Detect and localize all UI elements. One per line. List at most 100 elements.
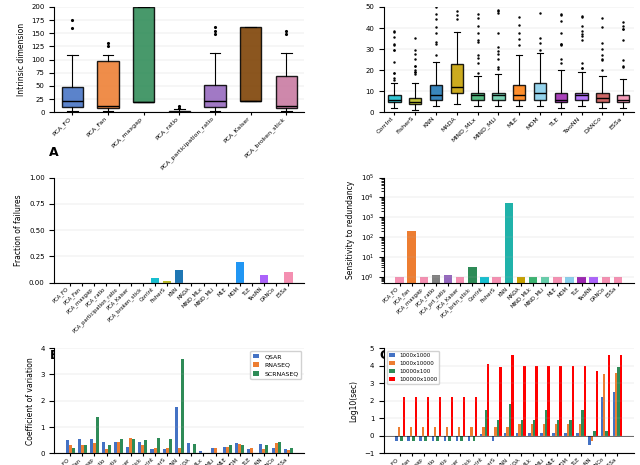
- Bar: [284, 449, 287, 453]
- Bar: [516, 277, 525, 465]
- Bar: [223, 447, 226, 453]
- Bar: [518, 424, 521, 436]
- PathPatch shape: [240, 27, 261, 101]
- Bar: [68, 445, 72, 453]
- Bar: [145, 440, 147, 453]
- Bar: [410, 427, 412, 436]
- Bar: [132, 439, 135, 453]
- Bar: [449, 436, 451, 441]
- PathPatch shape: [513, 85, 525, 100]
- Bar: [259, 444, 262, 453]
- Bar: [241, 445, 244, 453]
- Bar: [278, 442, 280, 453]
- Bar: [129, 438, 132, 453]
- Bar: [603, 374, 605, 436]
- Bar: [166, 448, 168, 453]
- Bar: [605, 431, 608, 436]
- Bar: [531, 424, 533, 436]
- PathPatch shape: [451, 64, 463, 93]
- Bar: [506, 427, 509, 436]
- Bar: [427, 397, 429, 436]
- Bar: [463, 397, 465, 436]
- Bar: [439, 397, 441, 436]
- Bar: [577, 277, 586, 465]
- Bar: [81, 445, 84, 453]
- Bar: [266, 445, 269, 453]
- Bar: [535, 365, 538, 436]
- PathPatch shape: [554, 93, 567, 102]
- Bar: [600, 397, 603, 436]
- Bar: [552, 433, 555, 436]
- Bar: [229, 445, 232, 453]
- Bar: [612, 392, 615, 436]
- PathPatch shape: [409, 98, 421, 104]
- Bar: [163, 450, 166, 453]
- Bar: [108, 445, 111, 453]
- Bar: [290, 448, 292, 453]
- PathPatch shape: [471, 93, 484, 100]
- Bar: [396, 277, 404, 465]
- Bar: [180, 359, 184, 453]
- Bar: [193, 444, 196, 453]
- Bar: [408, 436, 410, 441]
- PathPatch shape: [388, 95, 401, 102]
- Bar: [499, 367, 502, 436]
- Bar: [250, 448, 253, 453]
- Bar: [492, 436, 494, 441]
- Legend: QSAR, RNASEQ, SCRNASEQ: QSAR, RNASEQ, SCRNASEQ: [250, 351, 301, 379]
- Bar: [581, 410, 584, 436]
- Bar: [543, 424, 545, 436]
- Bar: [547, 365, 550, 436]
- Bar: [126, 447, 129, 453]
- Bar: [579, 424, 581, 436]
- Bar: [497, 420, 499, 436]
- PathPatch shape: [168, 111, 190, 112]
- Bar: [93, 443, 96, 453]
- Bar: [540, 433, 543, 436]
- PathPatch shape: [97, 60, 118, 108]
- Bar: [178, 448, 180, 453]
- Bar: [275, 443, 278, 453]
- Bar: [553, 277, 561, 465]
- Text: C: C: [379, 349, 388, 362]
- PathPatch shape: [534, 83, 546, 100]
- Y-axis label: Fraction of failures: Fraction of failures: [14, 194, 24, 266]
- Text: B: B: [49, 349, 59, 362]
- Bar: [163, 281, 172, 283]
- Bar: [424, 436, 427, 441]
- Bar: [545, 410, 547, 436]
- Bar: [117, 442, 120, 453]
- Bar: [84, 445, 87, 453]
- Bar: [400, 436, 403, 441]
- Bar: [480, 277, 489, 465]
- PathPatch shape: [276, 76, 297, 108]
- Bar: [577, 433, 579, 436]
- Bar: [214, 448, 217, 453]
- Bar: [511, 355, 514, 436]
- PathPatch shape: [575, 93, 588, 100]
- Bar: [591, 436, 593, 441]
- Bar: [105, 450, 108, 453]
- Bar: [271, 448, 275, 453]
- Bar: [211, 448, 214, 453]
- PathPatch shape: [133, 7, 154, 102]
- Bar: [516, 433, 518, 436]
- Bar: [565, 277, 573, 465]
- Y-axis label: Intrinsic dimension: Intrinsic dimension: [17, 23, 26, 96]
- Bar: [480, 434, 482, 436]
- Y-axis label: Log10(sec): Log10(sec): [349, 380, 358, 422]
- Bar: [175, 407, 178, 453]
- Bar: [96, 417, 99, 453]
- PathPatch shape: [617, 95, 629, 102]
- Bar: [509, 404, 511, 436]
- Y-axis label: Sensitivity to redundancy: Sensitivity to redundancy: [346, 181, 355, 279]
- Bar: [475, 397, 477, 436]
- Bar: [138, 442, 141, 453]
- Bar: [238, 444, 241, 453]
- Bar: [541, 277, 549, 465]
- Bar: [247, 450, 250, 453]
- Bar: [432, 275, 440, 465]
- Bar: [557, 420, 559, 436]
- Bar: [456, 277, 465, 465]
- Bar: [444, 274, 452, 465]
